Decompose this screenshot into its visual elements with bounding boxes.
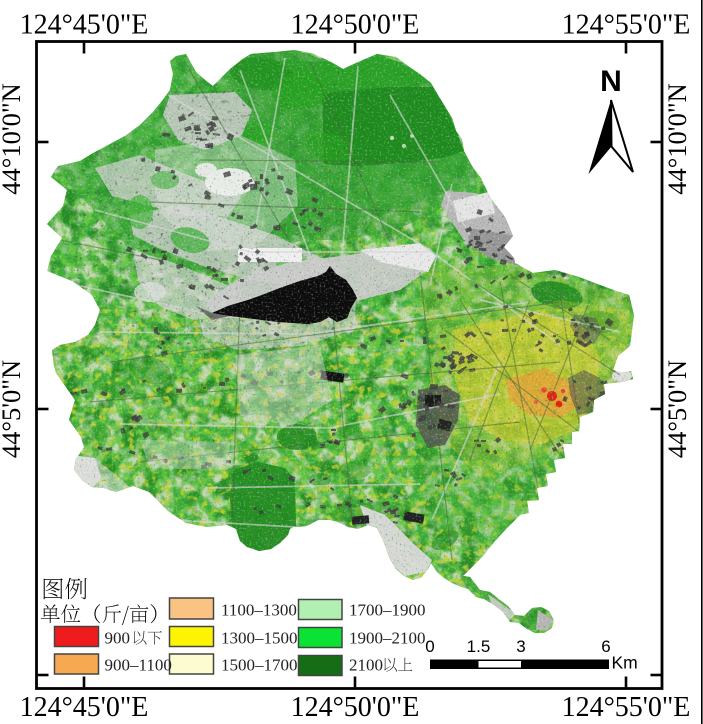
svg-text:124°55'0"E: 124°55'0"E (562, 692, 691, 723)
svg-text:900: 900 (105, 629, 131, 648)
svg-text:1500–1700: 1500–1700 (221, 656, 298, 675)
svg-text:124°45'0"E: 124°45'0"E (20, 10, 149, 41)
svg-text:2100: 2100 (349, 656, 383, 675)
svg-text:44°5'0"N: 44°5'0"N (0, 360, 26, 458)
svg-text:1700–1900: 1700–1900 (349, 601, 426, 620)
svg-text:124°45'0"E: 124°45'0"E (20, 692, 149, 723)
svg-text:3: 3 (516, 637, 525, 656)
svg-text:1900–2100: 1900–2100 (349, 629, 426, 648)
svg-text:1100–1300: 1100–1300 (221, 601, 297, 620)
svg-text:44°10'0"N: 44°10'0"N (0, 83, 26, 195)
svg-text:124°50'0"E: 124°50'0"E (291, 692, 420, 723)
svg-text:N: N (600, 65, 622, 98)
svg-text:44°10'0"N: 44°10'0"N (662, 83, 692, 195)
svg-text:1.5: 1.5 (467, 637, 491, 656)
svg-text:124°55'0"E: 124°55'0"E (562, 10, 691, 41)
svg-text:1300–1500: 1300–1500 (221, 629, 298, 648)
svg-text:0: 0 (425, 637, 434, 656)
svg-text:124°50'0"E: 124°50'0"E (291, 10, 420, 41)
svg-text:6: 6 (601, 637, 610, 656)
svg-text:44°5'0"N: 44°5'0"N (662, 360, 692, 458)
svg-text:900–1100: 900–1100 (105, 656, 172, 675)
svg-text:Km: Km (612, 653, 638, 673)
